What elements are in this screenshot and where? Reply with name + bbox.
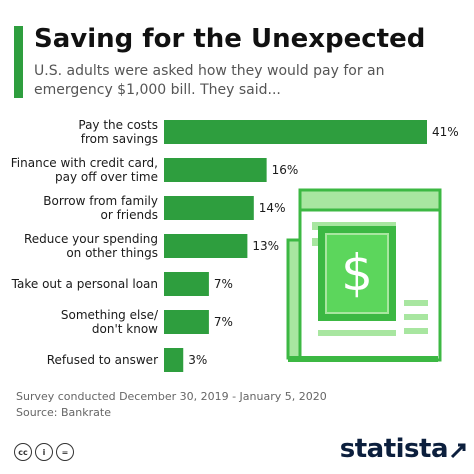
value-label-3: 13% bbox=[252, 239, 279, 253]
chart-footnote: Survey conducted December 30, 2019 - Jan… bbox=[16, 389, 327, 421]
page-title: Saving for the Unexpected bbox=[34, 24, 426, 54]
category-label-6: Refused to answer bbox=[47, 353, 158, 367]
statista-logo-mark-icon bbox=[450, 443, 466, 459]
value-label-2: 14% bbox=[259, 201, 286, 215]
value-label-1: 16% bbox=[272, 163, 299, 177]
dollar-bill-newspaper-icon: $ bbox=[286, 188, 442, 362]
bar-3 bbox=[164, 234, 248, 258]
bar-4 bbox=[164, 272, 209, 296]
category-label-5: Something else/don't know bbox=[61, 308, 159, 336]
svg-text:$: $ bbox=[341, 244, 373, 302]
category-label-3: Reduce your spending on other things bbox=[24, 232, 158, 260]
value-label-5: 7% bbox=[214, 315, 233, 329]
bar-0 bbox=[164, 120, 427, 144]
source-note: Source: Bankrate bbox=[16, 406, 111, 419]
value-label-0: 41% bbox=[432, 125, 459, 139]
statista-logo[interactable]: statista bbox=[339, 434, 449, 464]
footer: cc i = statista bbox=[0, 430, 474, 474]
survey-note: Survey conducted December 30, 2019 - Jan… bbox=[16, 390, 327, 403]
category-label-2: Borrow from family or friends bbox=[43, 194, 158, 222]
category-label-0: Pay the costs from savings bbox=[78, 118, 158, 146]
bar-5 bbox=[164, 310, 209, 334]
bar-1 bbox=[164, 158, 267, 182]
value-label-4: 7% bbox=[214, 277, 233, 291]
no-derivatives-icon[interactable]: = bbox=[56, 443, 74, 461]
license-icons[interactable]: cc i = bbox=[14, 443, 74, 461]
attribution-icon[interactable]: i bbox=[35, 443, 53, 461]
value-label-6: 3% bbox=[188, 353, 207, 367]
title-accent-bar bbox=[14, 26, 23, 98]
bar-2 bbox=[164, 196, 254, 220]
bar-6 bbox=[164, 348, 184, 372]
category-label-1: Finance with credit card, pay off over ti… bbox=[11, 156, 158, 184]
category-label-4: Take out a personal loan bbox=[11, 277, 158, 291]
cc-icon[interactable]: cc bbox=[14, 443, 32, 461]
page-subtitle: U.S. adults were asked how they would pa… bbox=[34, 63, 385, 98]
